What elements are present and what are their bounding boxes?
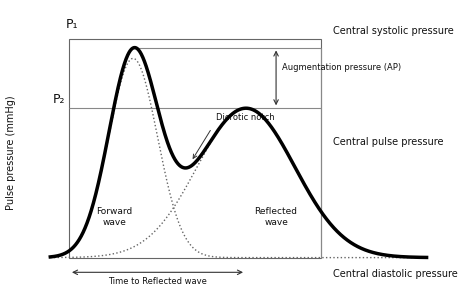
Text: Central pulse pressure: Central pulse pressure	[333, 137, 443, 147]
Text: Pulse pressure (mmHg): Pulse pressure (mmHg)	[6, 95, 16, 210]
Bar	[69, 39, 321, 258]
Text: Central diastolic pressure: Central diastolic pressure	[333, 269, 457, 279]
Text: P₂: P₂	[53, 93, 65, 106]
Text: Central systolic pressure: Central systolic pressure	[333, 26, 453, 36]
Text: Forward
wave: Forward wave	[96, 207, 132, 227]
Text: P₁: P₁	[65, 18, 78, 31]
Text: Augmentation pressure (AP): Augmentation pressure (AP)	[282, 63, 401, 72]
Text: Reflected
wave: Reflected wave	[255, 207, 298, 227]
Text: Time to Reflected wave: Time to Reflected wave	[108, 277, 207, 286]
Text: Dicrotic notch: Dicrotic notch	[216, 113, 274, 122]
